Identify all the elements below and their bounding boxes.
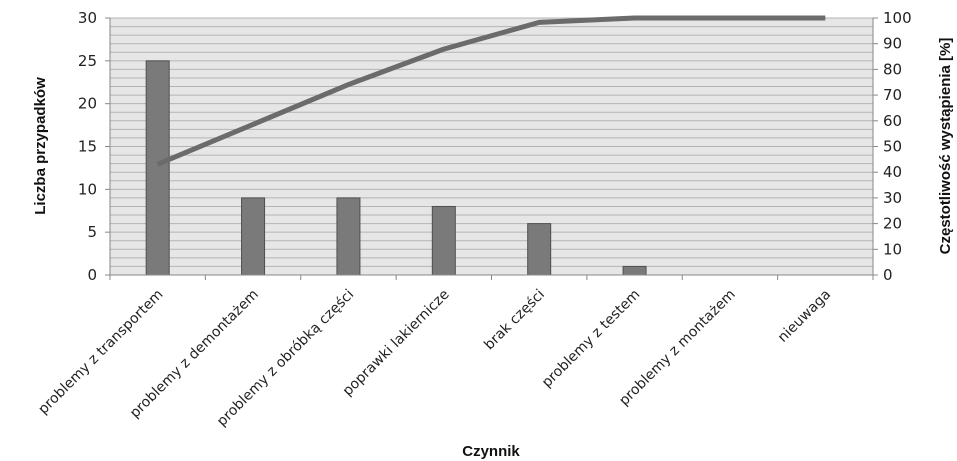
right-tick-label: 30 (883, 189, 902, 207)
left-tick-label: 20 (78, 95, 97, 113)
bar (336, 197, 361, 276)
right-axis-ticks: 0 10 20 30 40 50 60 70 80 90 100 (883, 9, 912, 284)
right-tick-label: 100 (883, 9, 912, 27)
left-tick-label: 30 (78, 9, 97, 27)
right-tick-label: 10 (883, 240, 902, 258)
right-tick-label: 90 (883, 35, 902, 53)
category-label: problemy z testem (539, 287, 643, 391)
right-tick-label: 60 (883, 112, 902, 130)
right-tick-label: 20 (883, 215, 902, 233)
category-label: nieuwaga (775, 287, 834, 346)
category-label: poprawki lakiernicze (340, 287, 453, 400)
axes (105, 17, 878, 280)
left-axis-ticks: 0 5 10 15 20 25 30 (78, 9, 97, 284)
bar (431, 205, 456, 276)
cumulative-line-series (156, 15, 826, 167)
right-tick-label: 0 (883, 266, 893, 284)
right-tick-label: 50 (883, 138, 902, 156)
y2-axis-title: Częstotliwość wystąpienia [%] (937, 38, 954, 255)
left-tick-label: 5 (87, 223, 97, 241)
category-label: brak części (481, 287, 548, 354)
left-tick-label: 10 (78, 180, 97, 198)
gridlines (110, 17, 873, 267)
left-tick-label: 25 (78, 52, 97, 70)
left-tick-label: 15 (78, 138, 97, 156)
x-axis-title: Czynnik (462, 443, 520, 460)
bar (527, 223, 552, 276)
bar (622, 265, 647, 276)
left-tick-label: 0 (87, 266, 97, 284)
cumulative-line (156, 15, 826, 167)
right-tick-label: 70 (883, 86, 902, 104)
right-tick-label: 40 (883, 163, 902, 181)
bar (145, 60, 170, 276)
right-tick-label: 80 (883, 60, 902, 78)
y-axis-title: Liczba przypadków (32, 77, 49, 215)
bar (241, 197, 266, 276)
